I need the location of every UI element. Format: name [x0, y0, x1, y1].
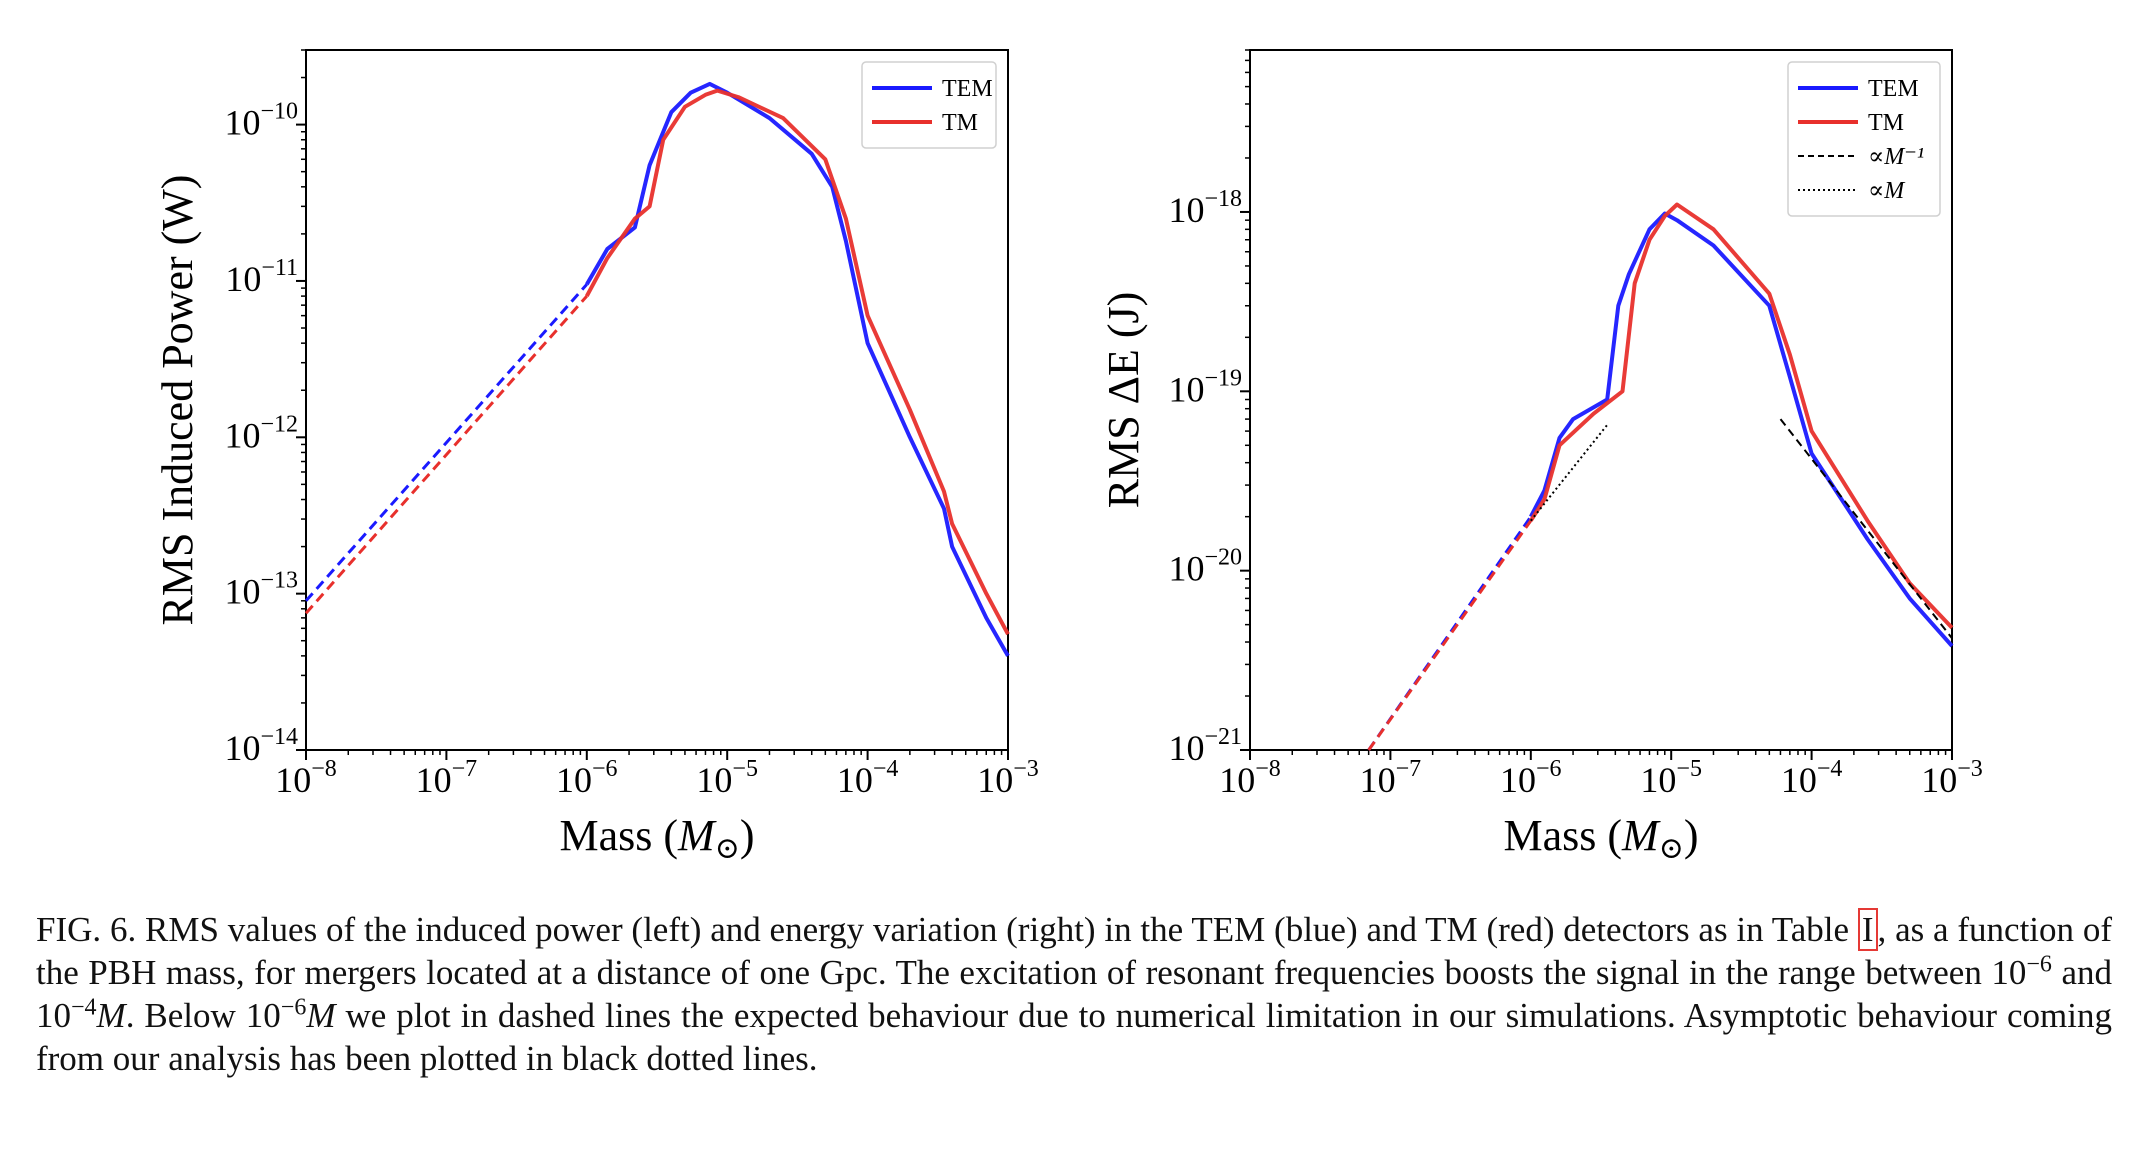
chart2-legend-label: ∝M: [1868, 178, 1906, 204]
chart2-legend-label: ∝M⁻¹: [1868, 144, 1924, 170]
chart1-x-tick-label: 10−6: [556, 756, 618, 800]
chart1-y-tick-label: 10−10: [224, 99, 298, 143]
chart2-series-line-2: [1779, 418, 1953, 639]
chart1-series-line-1: [585, 88, 1010, 636]
chart2-x-tick-label: 10−3: [1921, 756, 1983, 800]
chart2-series-tem-extrapolation-line: [1367, 515, 1533, 751]
chart2-x-tick-label: 10−4: [1781, 756, 1843, 800]
chart2-y-tick-label: 10−20: [1168, 545, 1242, 589]
chart1-x-tick-label: 10−7: [416, 756, 478, 800]
chart2-x-axis-label: Mass (M⊙): [1503, 811, 1698, 865]
chart2-series-line-1: [1529, 202, 1954, 630]
chart2-series-line-3: [1530, 424, 1608, 522]
chart1-legend-label: TM: [942, 110, 978, 136]
chart1-x-tick-label: 10−3: [977, 756, 1039, 800]
chart2-series-line-0: [1529, 211, 1954, 648]
caption-text-1: FIG. 6. RMS values of the induced power …: [36, 910, 1858, 949]
chart2-y-tick-label: 10−19: [1168, 365, 1242, 409]
chart1-legend-label: TEM: [942, 76, 993, 102]
chart1-y-tick-label: 10−14: [224, 724, 298, 768]
chart1-x-tick-label: 10−5: [696, 756, 758, 800]
figure-caption: FIG. 6. RMS values of the induced power …: [36, 908, 2112, 1080]
chart1-series-tm-extrapolation-line: [304, 295, 588, 615]
caption-text-4: . Below 10: [125, 996, 281, 1035]
chart1-x-tick-label: 10−4: [837, 756, 899, 800]
table-reference-link[interactable]: I: [1857, 908, 1878, 951]
caption-exponent-1: −6: [2026, 951, 2052, 978]
chart1-plot-frame: [305, 49, 1009, 751]
chart1-y-tick-label: 10−12: [224, 411, 298, 455]
chart2-x-tick-label: 10−6: [1500, 756, 1562, 800]
caption-msun-1: M: [96, 996, 126, 1035]
chart1-series-line-0: [585, 81, 1010, 657]
caption-exponent-3: −6: [280, 994, 307, 1021]
chart2-x-tick-label: 10−7: [1360, 756, 1422, 800]
figure: 10−8 10−7 10−6 10−5 10−4 10−3 10−14 10−13 10−12 1…: [153, 49, 1983, 865]
chart2-series-tm-extrapolation-line: [1367, 519, 1533, 751]
caption-text-3: and 10: [36, 953, 2112, 1035]
chart2-x-tick-label: 10−5: [1640, 756, 1702, 800]
chart1-x-axis-label: Mass (M⊙): [559, 811, 754, 865]
chart2-legend-label: TM: [1868, 110, 1904, 136]
chart2-legend-box: [1787, 61, 1941, 217]
chart2-x-tick-label: 10−8: [1219, 756, 1281, 800]
chart1-series-tem-extrapolation-line: [304, 283, 588, 602]
chart2-y-axis-label: RMS ΔE (J): [1099, 292, 1148, 509]
caption-text-5: we plot in dashed lines the expected beh…: [36, 996, 2112, 1078]
chart1-legend-box: [861, 61, 997, 149]
caption-exponent-2: −4: [71, 994, 97, 1021]
caption-text-2: , as a function of the PBH mass, for mer…: [36, 910, 2113, 992]
caption-msun-2: M: [306, 996, 336, 1035]
chart2-y-tick-label: 10−18: [1168, 186, 1242, 230]
chart2-legend-label: TEM: [1868, 76, 1919, 102]
figure-charts: 10−8 10−7 10−6 10−5 10−4 10−3 10−14 10−13 10−12 1…: [153, 49, 1983, 865]
chart1-y-axis-label: RMS Induced Power (W): [153, 175, 202, 626]
chart1-y-tick-label: 10−13: [224, 568, 298, 612]
chart2-y-tick-label: 10−21: [1168, 724, 1242, 768]
chart1-y-tick-label: 10−11: [225, 255, 298, 299]
chart1-x-tick-label: 10−8: [275, 756, 337, 800]
